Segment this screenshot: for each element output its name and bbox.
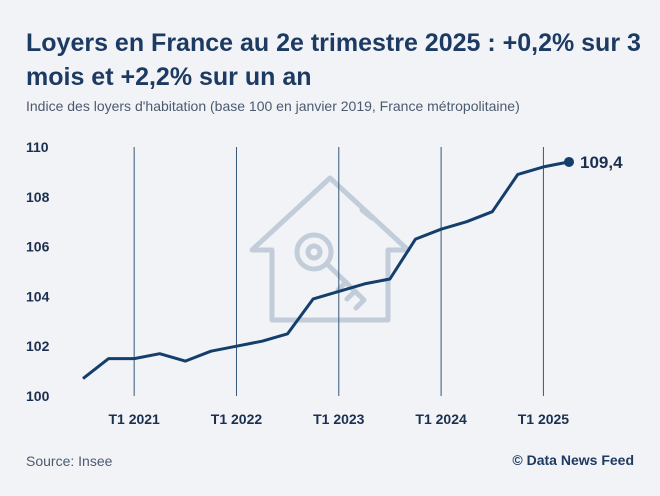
y-tick-label: 106 <box>26 239 50 255</box>
x-tick-label: T1 2022 <box>211 411 263 427</box>
x-tick-label: T1 2023 <box>313 411 365 427</box>
x-tick-label: T1 2024 <box>415 411 467 427</box>
end-point <box>564 156 574 167</box>
house-key-icon <box>249 175 411 323</box>
chart-subtitle: Indice des loyers d'habitation (base 100… <box>26 98 520 114</box>
y-tick-label: 110 <box>26 139 49 155</box>
y-tick-label: 100 <box>26 388 50 404</box>
y-tick-label: 108 <box>26 189 50 205</box>
credit-label: © Data News Feed <box>512 452 634 468</box>
series-line <box>82 160 570 380</box>
y-tick-label: 102 <box>26 338 50 354</box>
x-tick-label: T1 2025 <box>518 411 570 427</box>
source-note: Source: Insee <box>26 453 113 469</box>
chart-title: Loyers en France au 2e trimestre 2025 : … <box>26 29 641 91</box>
y-tick-label: 104 <box>26 288 50 304</box>
x-tick-label: T1 2021 <box>108 411 160 427</box>
end-value-label: 109,4 <box>580 153 623 172</box>
